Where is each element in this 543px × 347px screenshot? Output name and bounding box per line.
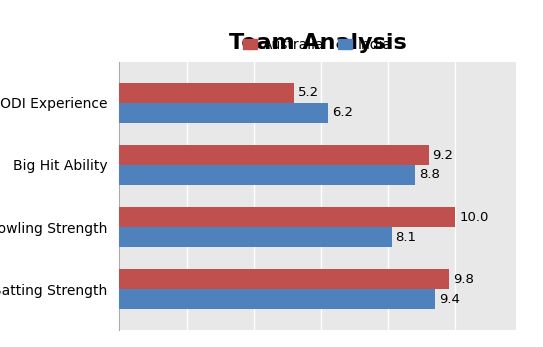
Bar — [119, 83, 294, 103]
Bar — [119, 145, 428, 165]
Text: 8.1: 8.1 — [396, 230, 416, 244]
Bar — [119, 289, 435, 309]
Bar — [119, 227, 392, 247]
Text: 9.2: 9.2 — [433, 149, 453, 162]
Text: 9.4: 9.4 — [439, 293, 460, 306]
Bar — [119, 103, 328, 123]
Text: 6.2: 6.2 — [332, 106, 353, 119]
Title: Team Analysis: Team Analysis — [229, 33, 407, 53]
Legend: Australia, India: Australia, India — [238, 32, 397, 57]
Bar — [119, 269, 449, 289]
Text: 8.8: 8.8 — [419, 168, 440, 181]
Text: 5.2: 5.2 — [298, 86, 319, 99]
Text: 9.8: 9.8 — [453, 273, 473, 286]
Bar — [119, 165, 415, 185]
Text: 10.0: 10.0 — [459, 211, 489, 224]
Bar — [119, 207, 456, 227]
